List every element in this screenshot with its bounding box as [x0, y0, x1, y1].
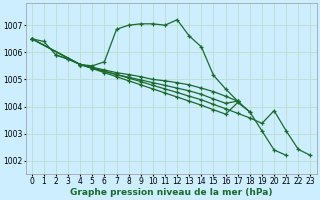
X-axis label: Graphe pression niveau de la mer (hPa): Graphe pression niveau de la mer (hPa): [70, 188, 272, 197]
